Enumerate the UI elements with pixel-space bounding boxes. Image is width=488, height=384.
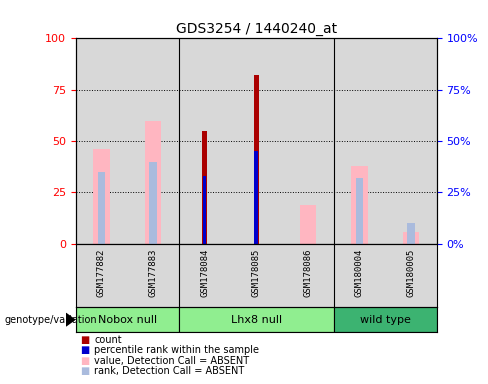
Text: GSM180004: GSM180004 <box>355 249 364 297</box>
Text: wild type: wild type <box>360 314 410 325</box>
Text: ■: ■ <box>81 335 90 345</box>
Bar <box>145 121 161 244</box>
Bar <box>254 75 259 244</box>
Text: GSM177882: GSM177882 <box>97 249 106 297</box>
Text: ■: ■ <box>81 366 90 376</box>
Bar <box>203 176 206 244</box>
Bar <box>351 166 367 244</box>
Text: ■: ■ <box>81 345 90 355</box>
Text: Nobox null: Nobox null <box>98 314 157 325</box>
Bar <box>407 223 415 244</box>
Polygon shape <box>66 313 75 326</box>
Bar <box>179 307 334 332</box>
Bar <box>334 307 437 332</box>
Text: GSM178084: GSM178084 <box>200 249 209 297</box>
Text: GSM177883: GSM177883 <box>148 249 158 297</box>
Text: Lhx8 null: Lhx8 null <box>231 314 282 325</box>
Bar <box>254 151 258 244</box>
Bar <box>76 307 179 332</box>
Text: count: count <box>94 335 122 345</box>
Text: genotype/variation: genotype/variation <box>5 314 98 325</box>
Text: percentile rank within the sample: percentile rank within the sample <box>94 345 259 355</box>
Text: GSM178086: GSM178086 <box>303 249 312 297</box>
Text: ■: ■ <box>81 356 90 366</box>
Bar <box>403 232 419 244</box>
Bar <box>93 149 110 244</box>
Bar <box>300 205 316 244</box>
Title: GDS3254 / 1440240_at: GDS3254 / 1440240_at <box>176 22 337 36</box>
Bar <box>98 172 105 244</box>
Text: value, Detection Call = ABSENT: value, Detection Call = ABSENT <box>94 356 249 366</box>
Bar <box>202 131 207 244</box>
Text: GSM180005: GSM180005 <box>407 249 415 297</box>
Bar <box>149 162 157 244</box>
Bar <box>356 178 363 244</box>
Text: GSM178085: GSM178085 <box>252 249 261 297</box>
Text: rank, Detection Call = ABSENT: rank, Detection Call = ABSENT <box>94 366 244 376</box>
